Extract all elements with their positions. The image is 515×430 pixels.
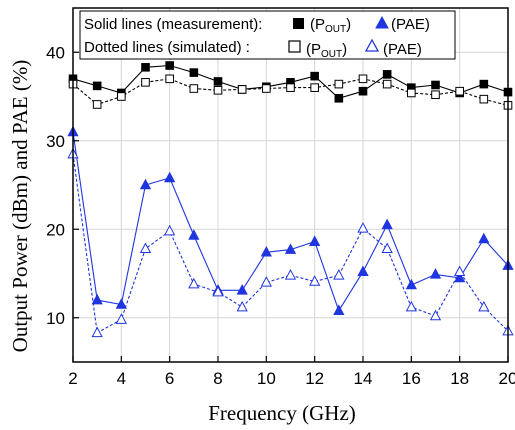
data-point-pae_meas <box>91 293 103 305</box>
data-point-pout_sim <box>407 88 416 98</box>
x-axis-title: Frequency (GHz) <box>208 401 356 425</box>
data-point-pae_meas <box>188 229 200 240</box>
legend: Solid lines (measurement): (POUT) (PAE) … <box>79 10 456 60</box>
grid <box>72 8 509 362</box>
x-tick-label: 12 <box>305 369 324 388</box>
data-point-pae_meas <box>236 284 248 295</box>
data-point-pae_sim <box>260 276 272 287</box>
data-point-pae_meas <box>139 178 152 190</box>
legend-pout-meas-label: (POUT) <box>310 16 351 35</box>
x-tick-label: 4 <box>117 369 126 388</box>
data-point-pout_sim <box>334 79 344 89</box>
legend-pout-sim-marker <box>288 40 301 53</box>
data-point-pout_sim <box>358 74 368 84</box>
data-point-pout_sim <box>117 92 126 101</box>
series-pae_sim <box>67 147 514 338</box>
data-point-pae_sim <box>357 222 369 233</box>
data-point-pae_sim <box>478 300 490 312</box>
data-point-pae_meas <box>405 278 417 290</box>
data-point-pout_sim <box>286 83 295 92</box>
data-point-pout_sim <box>213 86 223 95</box>
data-point-pae_sim <box>333 269 345 280</box>
data-point-pout_meas <box>92 81 102 91</box>
x-tick-label: 18 <box>450 369 469 388</box>
data-point-pout_meas <box>382 70 392 79</box>
data-point-pae_sim <box>284 269 297 280</box>
data-point-pout_sim <box>479 94 489 104</box>
data-point-pout_sim <box>382 79 392 89</box>
data-point-pae_sim <box>212 285 224 297</box>
y-axis-title: Output Power (dBm) and PAE (%) <box>8 60 32 353</box>
series-line-pae_meas <box>72 131 509 312</box>
legend-box <box>79 10 456 60</box>
data-point-pout_sim <box>92 100 102 109</box>
data-point-pae_meas <box>357 265 369 277</box>
data-point-pout_meas <box>189 68 199 77</box>
data-point-pae_meas <box>115 298 127 309</box>
legend-pae-meas-marker <box>375 15 389 29</box>
series-layer <box>67 61 514 338</box>
data-point-pout_meas <box>165 61 174 70</box>
data-point-pout_sim <box>310 83 319 92</box>
data-point-pae_meas <box>309 235 321 246</box>
data-point-pae_sim <box>381 242 393 254</box>
data-point-pae_sim <box>429 309 442 321</box>
x-tick-label: 20 <box>499 369 515 388</box>
data-point-pae_sim <box>236 300 248 312</box>
y-tick-label: 40 <box>46 43 65 62</box>
data-point-pout_meas <box>431 80 440 90</box>
data-point-pae_meas <box>381 218 393 230</box>
data-point-pout_sim <box>165 74 174 84</box>
data-point-pae_meas <box>164 171 176 183</box>
data-point-pae_sim <box>164 224 176 236</box>
data-point-pae_sim <box>454 265 466 277</box>
data-point-pae_sim <box>139 242 152 254</box>
data-point-pout_meas <box>213 77 223 86</box>
x-tick-label: 16 <box>402 369 421 388</box>
x-tick-label: 10 <box>257 369 276 388</box>
data-point-pout_meas <box>479 79 489 89</box>
legend-pout-sim-label: (POUT) <box>306 41 347 60</box>
data-point-pout_sim <box>431 90 440 100</box>
x-tick-label: 2 <box>68 369 77 388</box>
y-tick-label: 10 <box>46 309 65 328</box>
legend-pae-sim-label: (PAE) <box>383 41 422 58</box>
y-tick-label: 20 <box>46 220 65 239</box>
data-point-pae_sim <box>91 326 103 338</box>
data-point-pae_meas <box>284 243 297 254</box>
legend-row2-label: Dotted lines (simulated) : <box>84 39 250 56</box>
data-point-pae_meas <box>333 304 345 315</box>
legend-pae-sim-marker <box>364 38 380 52</box>
data-point-pae_sim <box>115 313 127 324</box>
legend-row1-label: Solid lines (measurement): <box>84 16 262 33</box>
legend-pae-meas-label: (PAE) <box>391 16 430 33</box>
data-point-pout_meas <box>358 86 368 96</box>
data-point-pout_meas <box>141 62 150 72</box>
data-point-pae_meas <box>478 232 490 244</box>
data-point-pout_meas <box>310 71 319 81</box>
data-point-pout_sim <box>189 84 199 93</box>
data-point-pout_sim <box>262 84 271 93</box>
series-pout_meas <box>68 61 513 103</box>
x-tick-label: 8 <box>213 369 222 388</box>
data-point-pae_sim <box>405 300 417 312</box>
data-point-pout_meas <box>334 93 344 103</box>
x-tick-label: 14 <box>354 369 373 388</box>
data-point-pout_sim <box>141 78 150 87</box>
legend-pout-meas-marker <box>293 18 304 29</box>
data-point-pae_sim <box>188 277 200 289</box>
series-pae_meas <box>67 125 514 315</box>
data-point-pout_sim <box>455 86 464 96</box>
x-tick-label: 6 <box>165 369 174 388</box>
y-tick-label: 30 <box>46 132 65 151</box>
data-point-pae_sim <box>309 275 321 286</box>
plot-area-frame <box>72 7 509 363</box>
data-point-pae_meas <box>260 245 272 257</box>
data-point-pout_sim <box>237 85 247 94</box>
axis-ticks: 2 4 6 8 10 12 14 16 18 20 10 20 30 40 <box>46 43 515 388</box>
data-point-pae_meas <box>429 268 442 279</box>
